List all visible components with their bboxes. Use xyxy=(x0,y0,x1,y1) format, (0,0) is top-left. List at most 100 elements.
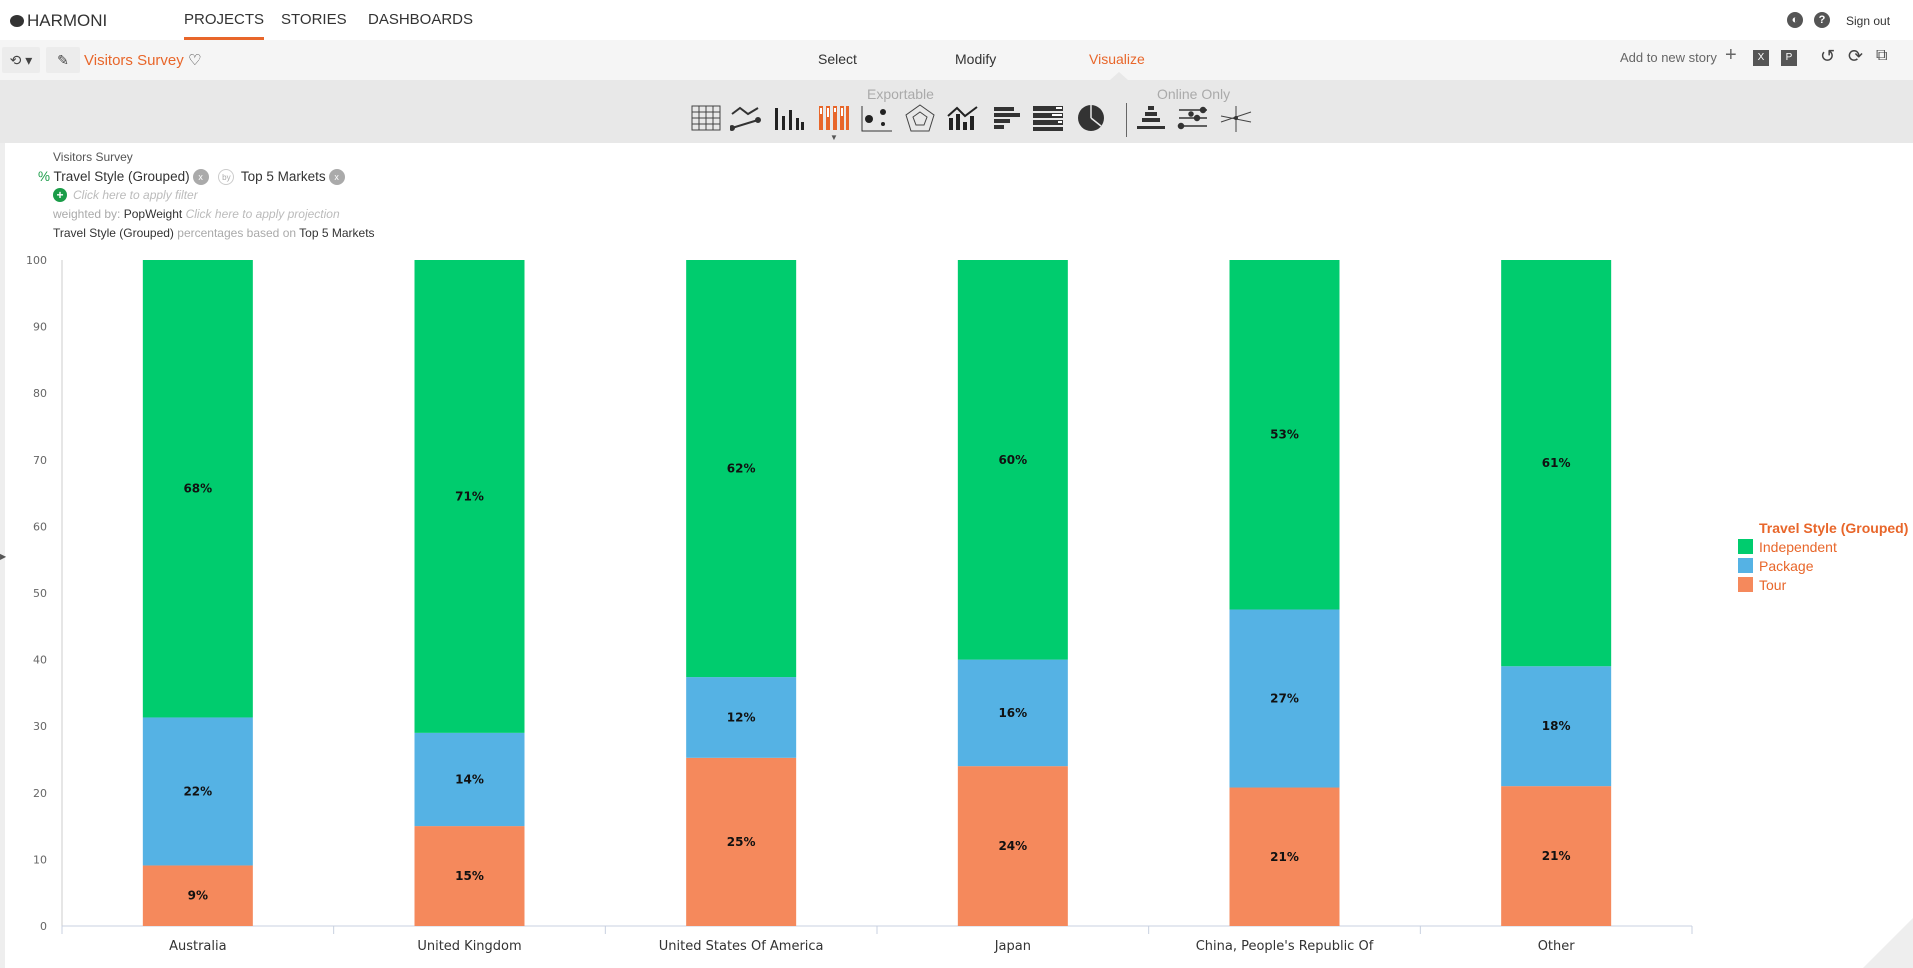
weight-variable[interactable]: PopWeight xyxy=(123,207,183,221)
y-tick-label: 80 xyxy=(33,387,47,400)
apply-filter-link[interactable]: Click here to apply filter xyxy=(73,188,198,202)
step-modify[interactable]: Modify xyxy=(955,51,997,67)
x-tick-label: China, People's Republic Of xyxy=(1196,939,1374,954)
top-nav: HARMONI PROJECTS STORIES DASHBOARDS ◐ ? … xyxy=(0,0,1913,40)
bar-segment-independent xyxy=(957,260,1068,660)
y-tick-label: 30 xyxy=(33,720,47,733)
add-filter-icon[interactable]: + xyxy=(53,188,67,202)
bar-segment-package xyxy=(957,659,1068,767)
y-tick-label: 90 xyxy=(33,321,47,334)
bar-segment-package xyxy=(686,677,797,758)
apply-projection-link[interactable]: Click here to apply projection xyxy=(185,207,340,221)
y-tick-label: 100 xyxy=(26,254,47,267)
nav-dashboards[interactable]: DASHBOARDS xyxy=(368,11,474,28)
project-toolbar xyxy=(0,40,1913,80)
y-tick-label: 70 xyxy=(33,454,47,467)
project-title[interactable]: Visitors Survey ♡ xyxy=(84,52,202,69)
by-icon: by xyxy=(218,169,235,185)
bar-segment-independent xyxy=(414,260,525,733)
bar-segment-independent xyxy=(1501,260,1612,667)
stacked-bar-chart: 0 10 20 30 40 50 60 70 80 90 100 9% 22% 68% Australia 1… xyxy=(26,254,1693,954)
contrast-icon[interactable]: ◐ xyxy=(1787,12,1803,28)
refresh-icon[interactable]: ⟳ xyxy=(1848,46,1864,66)
legend-item-independent[interactable]: Independent xyxy=(1738,538,1908,557)
history-dropdown[interactable]: ⟲ ▾ xyxy=(2,47,40,73)
add-to-new-story[interactable]: Add to new story xyxy=(1620,50,1717,65)
legend-swatch xyxy=(1738,558,1753,573)
legend-swatch xyxy=(1738,539,1753,554)
nav-projects[interactable]: PROJECTS xyxy=(184,11,265,40)
bar-segment-package xyxy=(142,717,253,866)
stacked-horizontal-bar-icon[interactable] xyxy=(1032,104,1064,132)
pyramid-chart-icon[interactable] xyxy=(1135,104,1167,132)
step-visualize[interactable]: Visualize xyxy=(1089,51,1145,67)
table-chart-icon[interactable] xyxy=(690,104,722,132)
x-tick-label: United Kingdom xyxy=(417,939,521,954)
data-label: 71% xyxy=(455,489,484,503)
bar-chart-icon[interactable] xyxy=(773,104,805,132)
data-label: 25% xyxy=(727,835,756,849)
bar-segment-package xyxy=(1229,609,1340,788)
logo-icon xyxy=(10,15,24,27)
legend-item-package[interactable]: Package xyxy=(1738,557,1908,576)
horizontal-bar-icon[interactable] xyxy=(992,104,1024,132)
bar-segment-tour xyxy=(414,826,525,926)
dot-plot-icon[interactable] xyxy=(1177,104,1209,132)
side-panel-toggle[interactable] xyxy=(0,143,5,968)
data-label: 21% xyxy=(1542,849,1571,863)
remove-row-variable-icon[interactable]: x xyxy=(192,169,209,185)
basis-text: percentages based on xyxy=(177,226,297,240)
pie-chart-icon[interactable] xyxy=(1075,104,1107,132)
y-tick-label: 20 xyxy=(33,787,47,800)
y-tick-label: 60 xyxy=(33,520,47,533)
line-chart-icon[interactable] xyxy=(730,104,762,132)
expand-panel-arrow-icon[interactable]: ▶ xyxy=(0,552,7,561)
bar-segment-independent xyxy=(1229,260,1340,610)
x-tick-label: Other xyxy=(1538,939,1576,954)
step-select[interactable]: Select xyxy=(818,51,857,67)
present-icon[interactable]: ⧉ xyxy=(1876,47,1888,64)
visualization-ribbon xyxy=(0,80,1913,143)
excel-icon[interactable]: X xyxy=(1753,50,1769,66)
correspondence-map-icon[interactable] xyxy=(1220,104,1252,132)
row-variable[interactable]: Travel Style (Grouped) xyxy=(53,169,190,184)
favorite-heart-icon[interactable]: ♡ xyxy=(187,52,202,69)
y-tick-label: 10 xyxy=(33,853,47,866)
y-tick-label: 40 xyxy=(33,654,47,667)
scatter-chart-icon[interactable] xyxy=(861,104,893,132)
sign-out-link[interactable]: Sign out xyxy=(1846,14,1891,28)
help-icon[interactable]: ? xyxy=(1814,12,1830,28)
bar-segment-tour xyxy=(957,766,1068,926)
legend-title: Travel Style (Grouped) xyxy=(1759,520,1909,536)
harmoni-logo[interactable]: HARMONI xyxy=(10,11,107,31)
x-tick-label: Japan xyxy=(994,939,1031,954)
stacked-bar-100-icon[interactable] xyxy=(818,104,850,132)
column-variable[interactable]: Top 5 Markets xyxy=(240,169,326,184)
data-label: 21% xyxy=(1270,850,1299,864)
remove-column-variable-icon[interactable]: x xyxy=(328,169,345,185)
data-label: 62% xyxy=(727,462,756,476)
radar-chart-icon[interactable] xyxy=(904,104,936,132)
powerpoint-icon[interactable]: P xyxy=(1781,50,1797,66)
info-button[interactable]: i xyxy=(1863,918,1913,968)
bar-segment-tour xyxy=(1501,786,1612,926)
data-label: 68% xyxy=(183,482,212,496)
x-tick-label: United States Of America xyxy=(659,939,824,954)
y-tick-label: 0 xyxy=(40,920,47,933)
query-summary: Visitors Survey % Travel Style (Grouped)… xyxy=(38,148,375,243)
data-label: 16% xyxy=(998,706,1027,720)
undo-icon[interactable]: ↺ xyxy=(1820,46,1836,66)
legend-swatch xyxy=(1738,577,1753,592)
data-label: 24% xyxy=(998,839,1027,853)
y-tick-label: 50 xyxy=(33,587,47,600)
ribbon-divider xyxy=(1126,103,1127,137)
plus-icon[interactable]: + xyxy=(1725,44,1737,66)
online-only-label: Online Only xyxy=(1157,86,1231,102)
data-label: 60% xyxy=(998,453,1027,467)
legend-item-tour[interactable]: Tour xyxy=(1738,576,1908,595)
bar-segment-independent xyxy=(142,260,253,718)
weighted-by-label: weighted by: xyxy=(53,207,121,221)
edit-icon[interactable]: ✎ xyxy=(46,47,80,73)
nav-stories[interactable]: STORIES xyxy=(281,11,347,28)
combo-chart-icon[interactable] xyxy=(947,104,979,132)
